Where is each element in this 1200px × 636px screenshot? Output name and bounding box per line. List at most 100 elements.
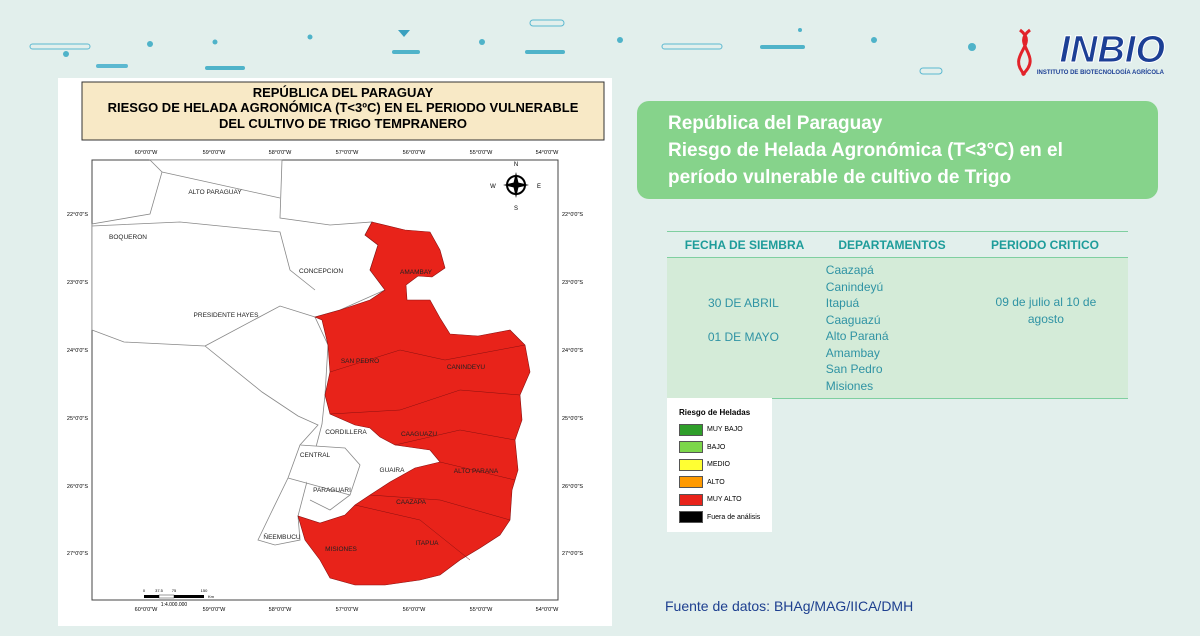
dept-borders: [329, 344, 526, 561]
lon-label: 55°0'0"W: [470, 150, 493, 156]
lat-label: 26°0'0"S: [67, 484, 88, 490]
fecha: 01 DE MAYO: [707, 330, 779, 344]
lat-label: 22°0'0"S: [67, 212, 88, 218]
department-label: ITAPUA: [416, 540, 440, 547]
legend-item: ALTO: [667, 474, 772, 492]
department-label: ÑEEMBUCU: [263, 532, 301, 541]
lat-label: 22°0'0"S: [562, 212, 583, 218]
department-label: ALTO PARAGUAY: [188, 189, 242, 196]
map-title: RIESGO DE HELADA AGRONÓMICA (T<3ºC) EN E…: [108, 100, 579, 115]
logo: INBIO: [1059, 29, 1165, 71]
scale-unit: Km: [208, 594, 215, 599]
department-label: PRESIDENTE HAYES: [194, 312, 260, 319]
legend-label: ALTO: [707, 478, 725, 486]
logo-icon: [1017, 28, 1032, 77]
legend-label: MUY BAJO: [707, 426, 743, 434]
compass-label: S: [514, 206, 518, 212]
lon-label: 57°0'0"W: [336, 150, 359, 156]
lat-label: 23°0'0"S: [562, 280, 583, 286]
compass-label: W: [490, 184, 496, 190]
lat-label: 25°0'0"S: [67, 416, 88, 422]
department-label: BOQUERON: [109, 234, 147, 241]
lat-label: 24°0'0"S: [67, 348, 88, 354]
fecha: 30 DE ABRIL: [708, 296, 779, 310]
departamento: Amambay: [825, 345, 880, 360]
scale-bar: [144, 594, 204, 599]
legend-label: MUY ALTO: [707, 496, 742, 504]
header-cell: DEPARTAMENTOS: [838, 237, 946, 252]
table-body: 30 DE ABRIL 01 DE MAYO Caazapá Canindeyú It…: [667, 258, 1128, 399]
table: FECHA DE SIEMBRA DEPARTAMENTOS PERIODO C…: [667, 231, 1128, 399]
department-label: CORDILLERA: [325, 429, 367, 436]
summary-box: República del Paraguay Riesgo de Helada A…: [637, 101, 1158, 199]
lon-label: 56°0'0"W: [403, 150, 426, 156]
legend: Riesgo de Heladas MUY BAJO BAJO MEDIO ALTO M…: [667, 398, 772, 532]
lon-label: 54°0'0"W: [536, 150, 559, 156]
legend-label: MEDIO: [707, 461, 730, 469]
scale-tick: 0: [143, 588, 146, 593]
department-label: AMAMBAY: [400, 269, 433, 276]
legend-item: MUY ALTO: [667, 491, 772, 509]
departamento: Caaguazú: [825, 312, 881, 327]
scale-label: 1:4.000.000: [161, 602, 188, 608]
department-label: ALTO PARANA: [454, 468, 499, 475]
compass-label: E: [537, 184, 541, 190]
lon-label: 60°0'0"W: [135, 150, 158, 156]
map-title: DEL CULTIVO DE TRIGO TEMPRANERO: [219, 116, 467, 131]
departamentos-cell: Caazapá Canindeyú Itapuá Caaguazú Alto Paran…: [820, 258, 964, 398]
scale-tick: 150: [201, 588, 208, 593]
legend-title: Riesgo de Heladas: [679, 408, 751, 417]
scale-tick: 37.5: [155, 588, 164, 593]
lat-label: 27°0'0"S: [67, 551, 88, 557]
legend-item: Fuera de análisis: [667, 509, 772, 527]
department-label: SAN PEDRO: [341, 358, 379, 365]
legend-item: MUY BAJO: [667, 421, 772, 439]
decor: [29, 19, 976, 75]
legend-label: BAJO: [707, 443, 726, 451]
lon-label: 59°0'0"W: [203, 607, 226, 613]
periodo-cell: 09 de julio al 10 de agosto: [995, 295, 1097, 326]
lon-label: 57°0'0"W: [336, 607, 359, 613]
legend-label: Fuera de análisis: [707, 513, 761, 521]
summary-line: República del Paraguay: [668, 113, 883, 134]
departamento: Caazapá: [825, 263, 874, 277]
legend-swatch: [679, 423, 703, 436]
departamento: Alto Paraná: [825, 329, 889, 343]
lon-label: 55°0'0"W: [470, 607, 493, 613]
lon-label: 58°0'0"W: [269, 150, 292, 156]
lat-label: 25°0'0"S: [562, 416, 583, 422]
departamento: San Pedro: [825, 362, 883, 376]
departamento: Canindeyú: [825, 279, 884, 294]
fecha-cell: 30 DE ABRIL 01 DE MAYO: [667, 258, 820, 398]
risk-zone: [297, 221, 531, 586]
header-cell: FECHA DE SIEMBRA: [684, 237, 805, 252]
lat-label: 23°0'0"S: [67, 280, 88, 286]
department-label: MISIONES: [325, 546, 357, 553]
legend-swatch: [679, 458, 703, 471]
departamento: Misiones: [825, 378, 874, 393]
source: Fuente de datos: BHAg/MAG/IICA/DMH: [665, 598, 914, 614]
compass-label: N: [514, 162, 518, 168]
department-label: CENTRAL: [300, 452, 331, 459]
lat-label: 24°0'0"S: [562, 348, 583, 354]
legend-swatch: [679, 511, 703, 524]
legend-item: BAJO: [667, 439, 772, 457]
departamento: Itapuá: [825, 296, 860, 310]
header-cell: PERIODO CRITICO: [990, 237, 1099, 252]
lat-label: 26°0'0"S: [562, 484, 583, 490]
summary-line: Riesgo de Helada Agronómica (T<3°C) en e…: [668, 140, 1063, 161]
lon-label: 60°0'0"W: [135, 607, 158, 613]
summary-line: período vulnerable de cultivo de Trigo: [668, 167, 1012, 188]
lat-label: 27°0'0"S: [562, 551, 583, 557]
legend-swatch: [679, 493, 703, 506]
legend-item: MEDIO: [667, 456, 772, 474]
map-title-box: [81, 81, 605, 141]
department-label: CONCEPCION: [299, 268, 343, 275]
lon-label: 56°0'0"W: [403, 607, 426, 613]
map-title: REPÚBLICA DEL PARAGUAY: [253, 85, 434, 100]
department-label: CANINDEYU: [447, 364, 486, 371]
lon-label: 59°0'0"W: [203, 150, 226, 156]
table-header: FECHA DE SIEMBRA DEPARTAMENTOS PERIODO C…: [667, 231, 1128, 258]
legend-swatch: [679, 476, 703, 489]
